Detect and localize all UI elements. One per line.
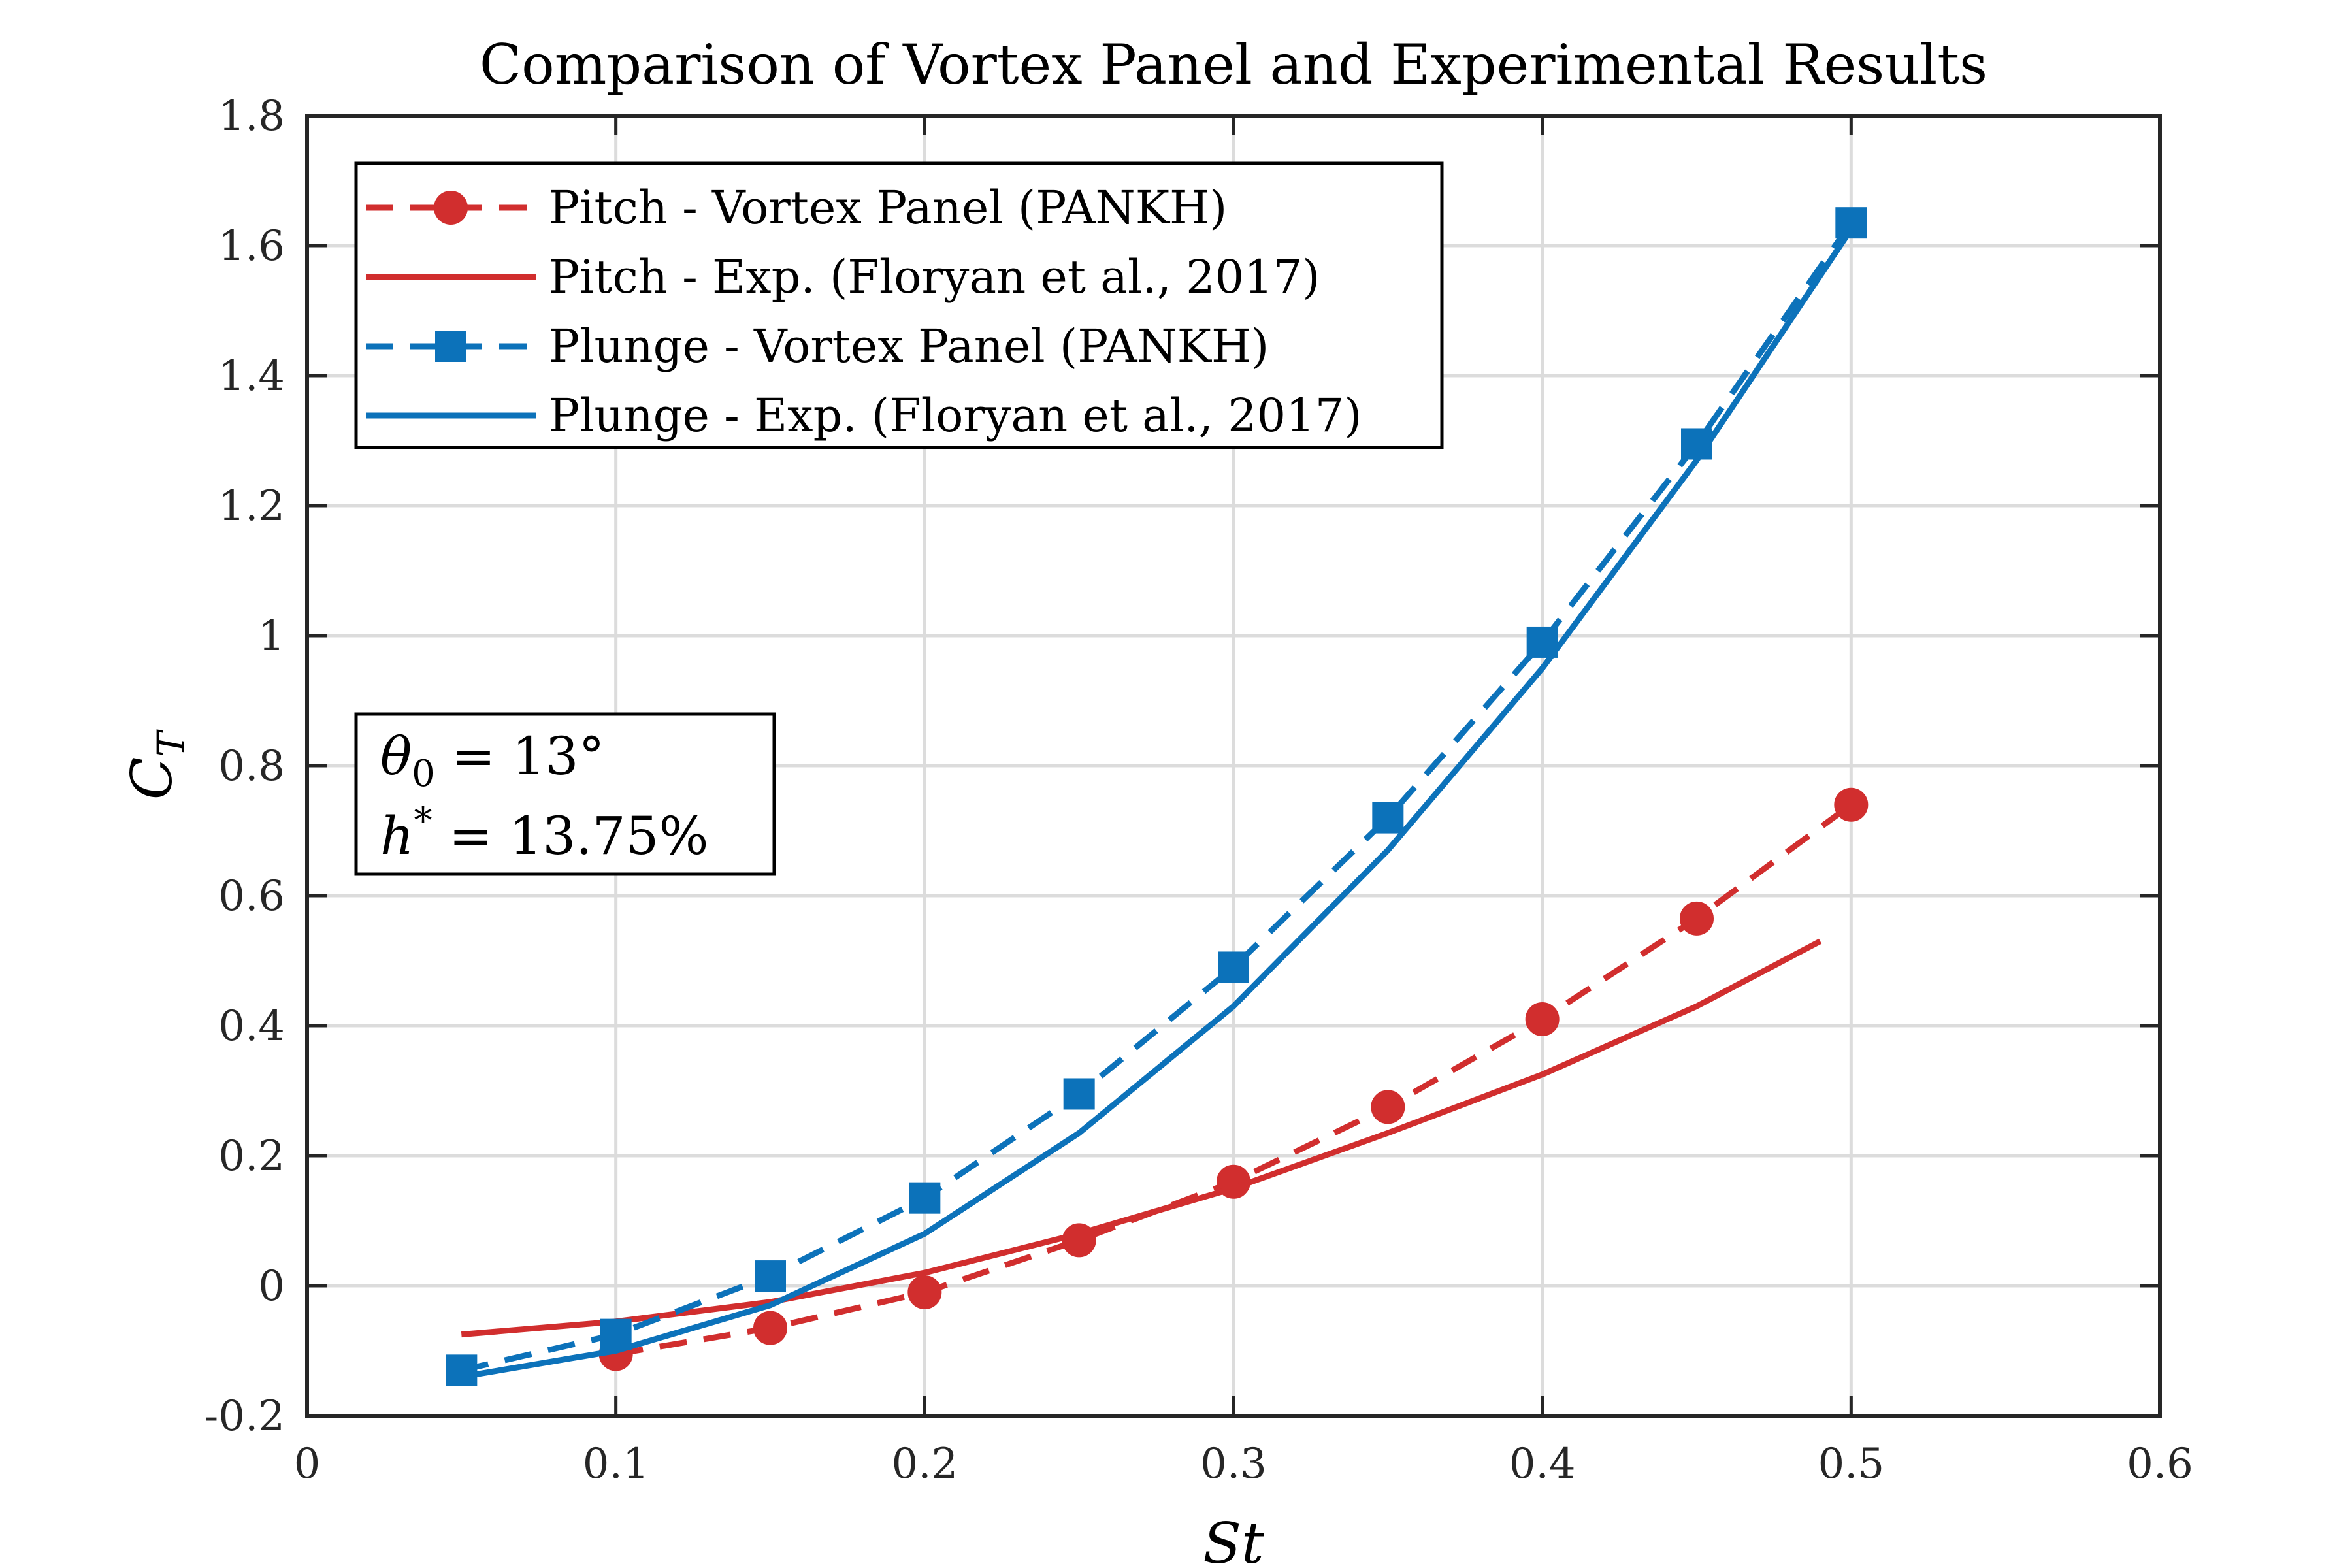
panel-plunge-marker bbox=[1063, 1078, 1095, 1110]
x-tick-label: 0.1 bbox=[583, 1440, 649, 1488]
legend-label-exp-plunge: Plunge - Exp. (Floryan et al., 2017) bbox=[549, 389, 1362, 442]
theta-symbol: θ bbox=[380, 726, 412, 787]
legend-marker-panel-pitch bbox=[434, 191, 468, 225]
exp-pitch-line bbox=[461, 938, 1822, 1338]
legend-box bbox=[354, 161, 1444, 449]
panel-plunge-marker bbox=[755, 1260, 786, 1292]
panel-pitch-marker bbox=[753, 1311, 787, 1345]
panel-pitch-marker bbox=[1680, 901, 1714, 936]
y-tick-label: 0.8 bbox=[218, 742, 285, 791]
legend-marker-panel-plunge bbox=[435, 331, 466, 362]
x-tick-label: 0 bbox=[294, 1440, 321, 1488]
y-tick-label: 1.6 bbox=[218, 222, 285, 270]
panel-plunge-marker bbox=[600, 1318, 632, 1350]
panel-pitch-marker bbox=[907, 1275, 942, 1309]
y-tick-label: 1.4 bbox=[218, 352, 285, 400]
annotation-amplitude: h* = 13.75% bbox=[380, 800, 708, 866]
panel-plunge-line bbox=[461, 221, 1854, 1373]
panel-plunge-marker bbox=[1218, 951, 1249, 983]
y-axis-label-subscript: T bbox=[149, 728, 193, 757]
panel-pitch-marker bbox=[1371, 1090, 1405, 1124]
theta-value: = 13° bbox=[435, 726, 605, 787]
annotation-theta: θ0 = 13° bbox=[380, 726, 605, 795]
panel-plunge-marker bbox=[1372, 802, 1404, 834]
x-tick-label: 0.2 bbox=[891, 1440, 958, 1488]
legend-label-panel-pitch: Pitch - Vortex Panel (PANKH) bbox=[549, 181, 1227, 235]
annotation-box bbox=[354, 712, 776, 876]
y-tick-label: 0.6 bbox=[218, 872, 285, 921]
exp-plunge-line bbox=[461, 227, 1854, 1380]
y-tick-label: 0 bbox=[258, 1262, 285, 1311]
y-tick-label: 1.2 bbox=[218, 482, 285, 531]
x-tick-label: 0.6 bbox=[2127, 1440, 2193, 1488]
x-axis-label: St bbox=[1203, 1511, 1264, 1568]
plot-series bbox=[446, 207, 1869, 1386]
axis-ticks: 0 0.1 0.2 0.3 0.4 0.5 0.6-0.200.20.40.60.811.2… bbox=[204, 92, 2193, 1488]
y-tick-label: 0.4 bbox=[218, 1002, 285, 1051]
parameter-annotation: θ0 = 13° h* = 13.75% bbox=[354, 712, 776, 876]
y-tick-label: 1.8 bbox=[218, 92, 285, 140]
theta-subscript: 0 bbox=[412, 753, 435, 795]
x-tick-label: 0.3 bbox=[1200, 1440, 1267, 1488]
y-tick-label: -0.2 bbox=[204, 1392, 285, 1441]
x-tick-label: 0.5 bbox=[1818, 1440, 1884, 1488]
y-tick-label: 0.2 bbox=[218, 1132, 285, 1181]
panel-plunge-marker bbox=[909, 1182, 941, 1214]
h-value: = 13.75% bbox=[433, 806, 709, 866]
legend-label-panel-plunge: Plunge - Vortex Panel (PANKH) bbox=[549, 319, 1269, 373]
legend-label-exp-pitch: Pitch - Exp. (Floryan et al., 2017) bbox=[549, 250, 1320, 304]
h-superscript: * bbox=[414, 800, 433, 842]
legend: Pitch - Vortex Panel (PANKH) Pitch - Exp.… bbox=[354, 161, 1444, 449]
x-tick-label: 0.4 bbox=[1509, 1440, 1576, 1488]
y-axis-label-main: C bbox=[120, 757, 185, 800]
chart-title: Comparison of Vortex Panel and Experimen… bbox=[480, 33, 1987, 97]
y-axis-label: CT bbox=[120, 728, 193, 800]
panel-pitch-marker bbox=[1834, 787, 1869, 822]
legend-items: Pitch - Vortex Panel (PANKH) Pitch - Exp.… bbox=[366, 181, 1362, 442]
y-tick-label: 1 bbox=[258, 612, 285, 661]
h-symbol: h bbox=[380, 806, 414, 866]
panel-pitch-marker bbox=[1525, 1002, 1560, 1037]
panel-plunge-marker bbox=[446, 1354, 478, 1386]
